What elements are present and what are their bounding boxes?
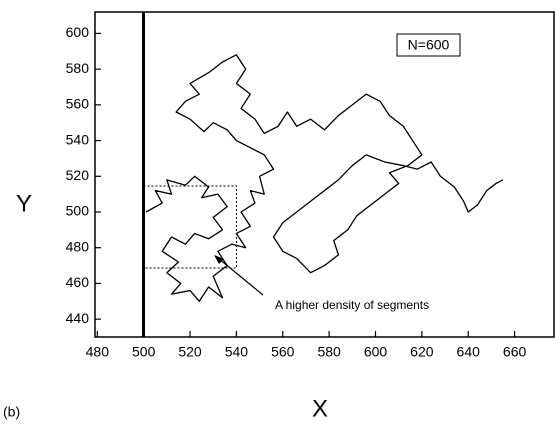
annotation: A higher density of segments xyxy=(275,298,429,312)
legend-label: N=600 xyxy=(408,37,450,53)
x-tick-label: 640 xyxy=(457,344,481,360)
x-tick-label: 540 xyxy=(225,344,249,360)
highlight-box xyxy=(143,185,237,269)
y-tick-label: 560 xyxy=(66,96,90,112)
x-tick-label: 560 xyxy=(271,344,295,360)
plot-frame xyxy=(94,11,555,338)
y-tick-label: 460 xyxy=(66,274,90,290)
arrow-head xyxy=(214,255,224,264)
annotation-arrow xyxy=(217,257,264,296)
x-tick-label: 620 xyxy=(410,344,434,360)
y-tick-label: 600 xyxy=(66,24,90,40)
y-tick-label: 500 xyxy=(66,203,90,219)
x-tick-label: 580 xyxy=(317,344,341,360)
y-axis-label: Y xyxy=(16,190,32,217)
panel-label: (b) xyxy=(3,404,20,420)
legend-box xyxy=(396,33,461,57)
y-tick-label: 580 xyxy=(66,60,90,76)
x-tick-label: 660 xyxy=(503,344,527,360)
x-tick-label: 600 xyxy=(364,344,388,360)
x-tick-label: 480 xyxy=(86,344,110,360)
y-tick-label: 440 xyxy=(66,310,90,326)
x-tick-label: 500 xyxy=(132,344,156,360)
walk-line xyxy=(145,54,504,302)
y-tick-label: 540 xyxy=(66,131,90,147)
y-tick-label: 520 xyxy=(66,167,90,183)
x-tick-label: 520 xyxy=(178,344,202,360)
x-axis-label: X xyxy=(312,395,328,422)
y-tick-label: 480 xyxy=(66,238,90,254)
